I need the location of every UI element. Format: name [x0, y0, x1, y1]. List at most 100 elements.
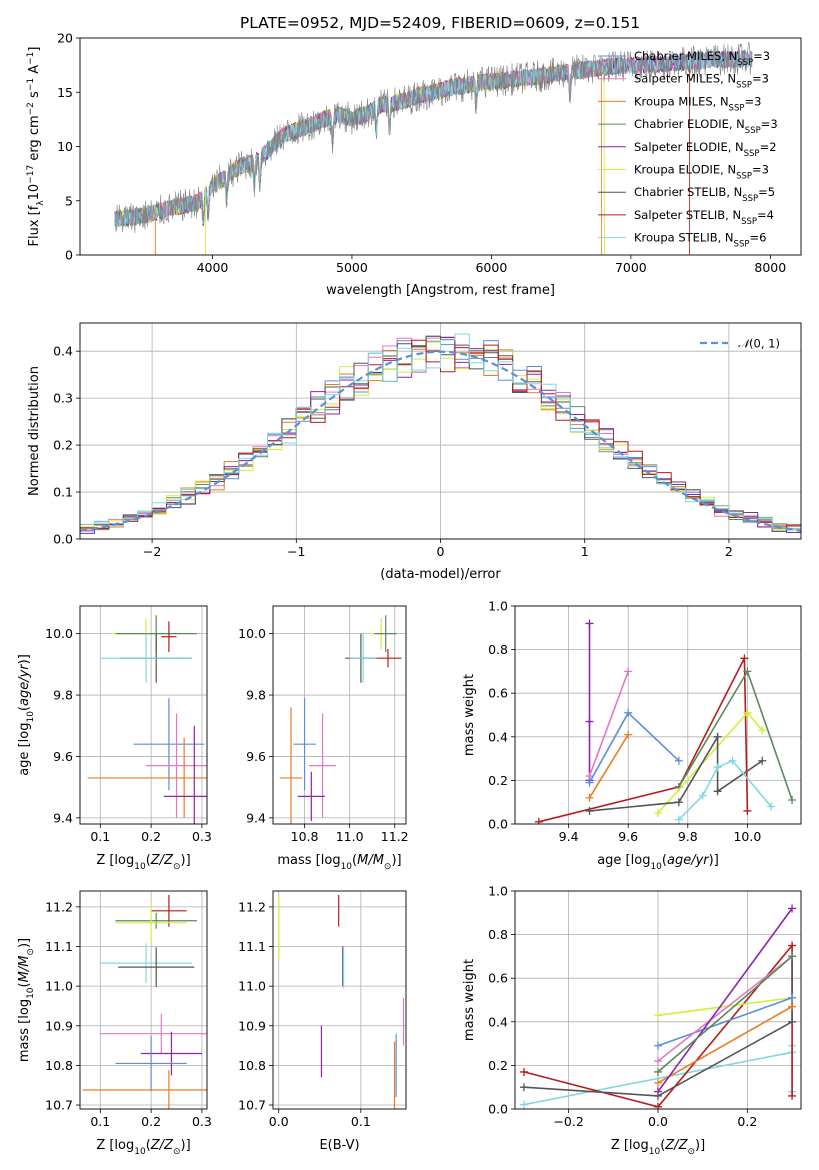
weight-marker — [788, 904, 797, 913]
plot-area — [279, 615, 402, 824]
weight-marker — [728, 756, 737, 765]
x-tick-label: 6000 — [475, 260, 507, 275]
legend-label: Chabrier ELODIE, NSSP=3 — [634, 117, 778, 136]
y-tick-label: 9.6 — [53, 749, 73, 764]
y-tick-label: 0.6 — [488, 686, 508, 701]
x-axis-label: E(B-V) — [319, 1138, 359, 1153]
weight-line — [657, 997, 793, 1047]
weight-marker — [624, 667, 633, 676]
y-tick-label: 9.8 — [246, 688, 266, 703]
x-tick-label: 0.0 — [648, 1114, 668, 1129]
weight-marker — [713, 732, 722, 741]
y-tick-label: 15 — [57, 85, 73, 100]
x-tick-label: 11.0 — [336, 829, 364, 844]
weight-line — [657, 907, 793, 1093]
weight-line — [588, 734, 629, 799]
legend-label: Salpeter MILES, NSSP=3 — [634, 72, 769, 91]
x-tick-label: −0.2 — [553, 1114, 583, 1129]
x-tick-label: 5000 — [336, 260, 368, 275]
y-axis-label: age [log10(age/yr)] — [17, 654, 36, 776]
weight-marker — [654, 1087, 662, 1096]
x-tick-label: 0.1 — [351, 1114, 371, 1129]
x-tick-label: 0.1 — [90, 1114, 110, 1129]
weight-marker — [758, 756, 767, 765]
axes-frame — [79, 605, 208, 825]
axes-weight_vs_Z: −0.2 0.0 0.2 0.0 0.2 0.4 0.6 0.8 1.0 Z [log10(Z/Z… — [462, 884, 802, 1157]
weight-marker — [519, 1100, 528, 1109]
y-tick-label: 11.0 — [45, 979, 73, 994]
axes-frame — [272, 605, 407, 825]
plot-area — [82, 894, 207, 1109]
axes-frame — [514, 890, 802, 1110]
histogram-step — [80, 333, 801, 529]
y-tick-label: 0.3 — [53, 391, 73, 406]
plot-area — [114, 42, 753, 255]
y-tick-label: 1.0 — [488, 884, 508, 899]
weight-line — [657, 955, 793, 1073]
x-tick-label: 9.8 — [678, 829, 698, 844]
weight-marker — [674, 756, 683, 765]
weight-marker — [519, 1083, 528, 1092]
normal-reference-curve — [80, 350, 801, 532]
y-tick-label: 0.2 — [488, 773, 508, 788]
x-axis-label: Z [log10(Z/Z⊙)] — [611, 1138, 705, 1157]
weight-marker — [788, 796, 797, 805]
legend-label: Chabrier STELIB, NSSP=5 — [634, 185, 775, 204]
y-tick-label: 0.1 — [53, 485, 73, 500]
y-tick-label: 10.0 — [238, 626, 266, 641]
weight-marker — [758, 726, 767, 735]
y-tick-label: 5 — [65, 193, 73, 208]
y-tick-label: 0.6 — [488, 971, 508, 986]
x-tick-label: 0.2 — [737, 1114, 757, 1129]
weight-line — [588, 711, 680, 783]
weight-marker — [585, 717, 594, 726]
x-tick-label: 10.8 — [291, 829, 319, 844]
weight-marker — [654, 809, 662, 818]
x-tick-label: 7000 — [615, 260, 647, 275]
axes-residuals: −2 −1 0 1 2 0.0 0.1 0.2 0.3 0.4 𝒩(0, 1) (data-model… — [27, 322, 802, 582]
weight-line — [588, 671, 629, 777]
weight-marker — [654, 1041, 662, 1050]
weight-marker — [534, 817, 543, 824]
x-tick-label: −2 — [143, 544, 161, 559]
y-tick-label: 0.0 — [488, 817, 508, 832]
weight-marker — [713, 787, 722, 796]
weight-line — [657, 997, 793, 1017]
legend-label: Kroupa STELIB, NSSP=6 — [634, 231, 766, 250]
plot-area — [278, 894, 405, 1109]
axes-mass_vs_EBV: 0.0 0.1 10.7 10.8 10.9 11.0 11.1 11.2 E(B-V) — [238, 890, 407, 1153]
x-axis-label: (data-model)/error — [380, 567, 501, 582]
x-axis-label: age [log10(age/yr)] — [597, 853, 719, 872]
axes-mass_vs_Z: 0.1 0.2 0.3 10.7 10.8 10.9 11.0 11.1 11.2 Z [log1… — [17, 890, 212, 1157]
spectrum-model-line — [114, 60, 602, 255]
weight-marker — [585, 793, 594, 802]
y-axis-label: mass weight — [462, 959, 477, 1041]
x-tick-label: 4000 — [197, 260, 229, 275]
y-tick-label: 10.7 — [238, 1098, 266, 1113]
legend-label: 𝒩(0, 1) — [738, 337, 780, 351]
x-tick-label: 0.1 — [90, 829, 110, 844]
weight-marker — [585, 806, 594, 815]
y-tick-label: 11.2 — [238, 899, 266, 914]
y-axis-label: mass [log10(M/M⊙)] — [17, 938, 36, 1062]
y-tick-label: 0.0 — [488, 1102, 508, 1117]
x-tick-label: 0.2 — [141, 1114, 161, 1129]
y-axis-label: Flux [fλ10−17 erg cm−2 s−1 A−1] — [26, 47, 46, 247]
y-tick-label: 0.8 — [488, 927, 508, 942]
axes-age_vs_Z: 0.1 0.2 0.3 9.4 9.6 9.8 10.0 Z [log10(Z/Z⊙)] age… — [17, 605, 212, 872]
weight-marker — [654, 1067, 662, 1076]
y-tick-label: 11.0 — [238, 979, 266, 994]
spectrum-model-line — [114, 54, 690, 255]
y-tick-label: 0.4 — [488, 1014, 508, 1029]
y-tick-label: 11.2 — [45, 899, 73, 914]
weight-marker — [788, 952, 797, 961]
y-tick-label: 0.4 — [53, 344, 73, 359]
weight-marker — [743, 708, 752, 717]
y-tick-label: 10.0 — [45, 626, 73, 641]
weight-marker — [654, 1078, 662, 1087]
axes-frame — [514, 605, 802, 825]
y-tick-label: 10.7 — [45, 1098, 73, 1113]
y-tick-label: 20 — [57, 31, 73, 46]
x-tick-label: 0.2 — [141, 829, 161, 844]
weight-marker — [674, 815, 683, 824]
